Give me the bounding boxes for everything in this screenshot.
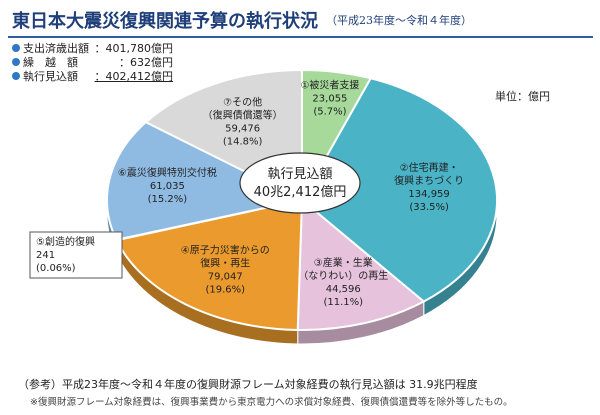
center-hole: [239, 152, 361, 214]
slice-label-line1-2: ②住宅再建・: [400, 161, 459, 174]
slice-value-1: 23,055: [312, 94, 347, 105]
summary-value: ：402,412億円: [94, 70, 174, 83]
slice-pct-1: (5.7%): [313, 107, 346, 118]
summary-value: ：632億円: [119, 56, 173, 69]
pie-slice-6: [106, 120, 306, 241]
slice-label-line1-4: ④原子力災害からの: [181, 243, 270, 256]
page-title: 東日本大震災復興関連予算の執行状況: [12, 11, 318, 32]
slice-label-5: ⑤創造的復興: [36, 235, 95, 248]
bullet-icon: [12, 44, 20, 52]
slice-label-6: ⑥震災復興特別交付税: [118, 166, 217, 179]
slice-value-2: 134,959: [408, 189, 449, 200]
summary-row-carryover: 繰 越 額 ：632億円: [12, 56, 173, 70]
slice-pct-2: (33.5%): [409, 202, 449, 213]
slice-label-line2-3: （なりわい）の再生: [298, 269, 388, 282]
slice-label-line1-3: ③産業・生業: [314, 256, 373, 269]
summary-label: 執行見込額: [23, 70, 78, 83]
center-total: 40兆2,412億円: [254, 184, 347, 200]
pie-slice-4: [115, 198, 304, 331]
slice-pct-3: (11.1%): [323, 297, 363, 308]
bullet-icon: [12, 72, 20, 80]
slice-label-line1-7: ⑦その他: [223, 95, 262, 108]
slice-value-5: 241: [36, 250, 55, 261]
pie-slice-3: [296, 197, 426, 331]
slice-value-6: 61,035: [150, 181, 185, 192]
footnote-reference: （参考）平成23年度～令和４年度の復興財源フレーム対象経費の執行見込額は 31.…: [18, 378, 478, 391]
summary-row-estimated: 執行見込額 ：402,412億円: [12, 70, 173, 84]
footnote-note: ※復興財源フレーム対象経費は、復興事業費から東京電力への求償対象経費、復興債償還…: [30, 397, 513, 408]
slice-value-4: 79,047: [208, 271, 243, 282]
slice-pct-7: (14.8%): [223, 136, 263, 147]
page-subtitle: （平成23年度～令和４年度）: [326, 14, 472, 27]
slice-pct-6: (15.2%): [148, 194, 188, 205]
summary-label: 繰 越 額: [23, 56, 78, 69]
bullet-icon: [12, 58, 20, 66]
summary-label: 支出済歳出額: [23, 42, 89, 55]
callout-box-5: [29, 231, 123, 279]
pie-slice-2: [300, 77, 498, 303]
slice-pct-4: (19.6%): [205, 284, 245, 295]
title-bar: 東日本大震災復興関連予算の執行状況 （平成23年度～令和４年度）: [8, 6, 593, 38]
slice-label-line2-4: 復興・再生: [200, 256, 250, 269]
unit-label: 単位：億円: [495, 90, 550, 103]
slice-label-line2-2: 復興まちづくり: [394, 174, 464, 187]
slice-pct-5: (0.06%): [36, 263, 76, 274]
summary-list: 支出済歳出額 ：401,780億円 繰 越 額 ：632億円 執行見込額 ：402,4…: [12, 42, 173, 84]
slice-label-line2-7: （復興債償還等）: [203, 108, 283, 121]
slice-value-3: 44,596: [326, 284, 361, 295]
slice-value-7: 59,476: [225, 123, 260, 134]
center-title: 執行見込額: [267, 166, 332, 182]
summary-row-expenditure: 支出済歳出額 ：401,780億円: [12, 42, 173, 56]
summary-value: ：401,780億円: [94, 42, 174, 55]
slice-label-1: ①被災者支援: [300, 79, 359, 92]
